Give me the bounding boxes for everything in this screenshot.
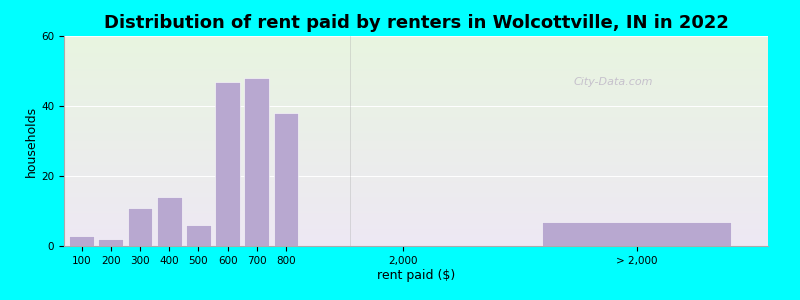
Text: City-Data.com: City-Data.com <box>574 77 653 87</box>
Y-axis label: households: households <box>26 105 38 177</box>
Bar <box>186 225 210 246</box>
Bar <box>215 82 240 246</box>
Title: Distribution of rent paid by renters in Wolcottville, IN in 2022: Distribution of rent paid by renters in … <box>103 14 729 32</box>
X-axis label: rent paid ($): rent paid ($) <box>377 268 455 281</box>
Bar <box>244 78 270 246</box>
Bar <box>274 113 298 246</box>
Bar <box>542 221 731 246</box>
Bar <box>157 197 182 246</box>
Bar <box>69 236 94 246</box>
Bar <box>127 208 152 246</box>
Bar <box>98 239 123 246</box>
